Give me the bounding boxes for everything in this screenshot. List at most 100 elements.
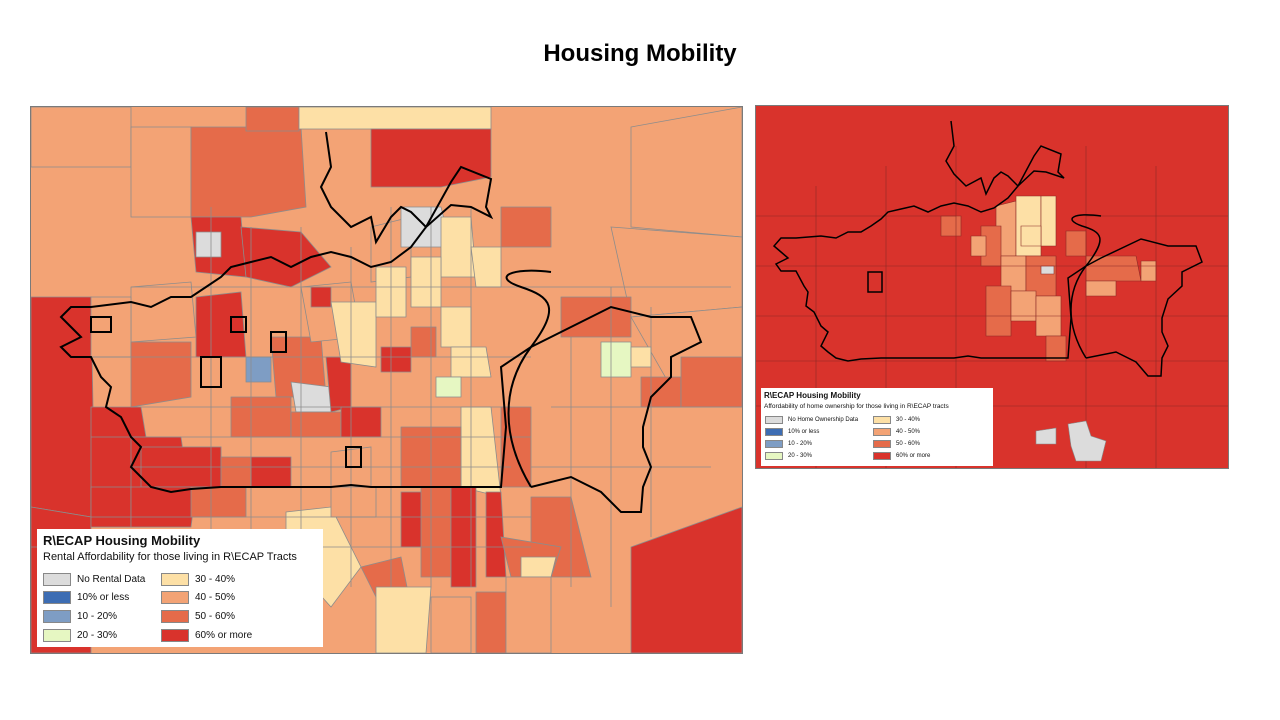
legend-label: 50 - 60% [896,441,921,447]
recap-boundary-north [59,131,703,513]
legend-swatch-50-60 [161,610,189,623]
tract [470,246,502,288]
tract [985,285,1012,337]
legend-swatch-10-20 [765,440,783,448]
tract [1140,260,1157,282]
tract [195,231,222,258]
tract [410,256,442,308]
tract [190,486,247,518]
tract [130,486,197,528]
recap-boundary-north [772,120,1203,377]
tract [1010,290,1037,322]
legend-swatch-60-more [873,452,891,460]
recap-subarea-1 [200,356,222,388]
tract [630,107,742,238]
tract [560,296,632,338]
tract [195,291,247,358]
tract [240,226,332,288]
recap-boundary [772,120,1203,377]
legend-swatch-40-50 [873,428,891,436]
recap-subarea [867,271,883,293]
legend-label: 30 - 40% [195,574,236,585]
legend-swatch-40-50 [161,591,189,604]
tract [190,126,307,218]
rental-legend-subtitle: Rental Affordability for those living in… [43,551,297,563]
ownership-legend: R\ECAP Housing Mobility Affordability of… [761,388,993,466]
tract [250,456,292,488]
legend-label: 20 - 30% [788,453,813,459]
tract [290,381,332,413]
tract [940,215,962,237]
ownership-legend-title: R\ECAP Housing Mobility [764,391,861,400]
tract [505,576,552,653]
tract [330,486,377,518]
tract [600,341,632,378]
recap-subarea-4 [345,446,362,468]
tract [370,128,492,188]
legend-label: 40 - 50% [896,429,921,435]
recap-subarea-5 [270,331,287,353]
legend-label: 10 - 20% [788,441,813,447]
tract [380,346,412,373]
tract [1065,230,1087,257]
tract [130,126,192,218]
tract [1085,255,1142,282]
tract [450,486,477,588]
rental-map-canvas [31,107,742,653]
legend-swatch-60-more [161,629,189,642]
legend-swatch-10-or-less [43,591,71,604]
tract [500,206,552,248]
tract [1040,195,1057,247]
tract [485,491,507,578]
tract [630,506,742,653]
legend-swatch-no-data [43,573,71,586]
slide-title: Housing Mobility [543,40,737,67]
legend-swatch-20-30 [43,629,71,642]
tract [680,356,742,408]
tract [460,406,502,498]
tract [245,356,272,383]
legend-label: No Rental Data [77,574,146,585]
tract [220,456,252,488]
tract [330,301,377,368]
legend-label: No Home Ownership Data [788,417,859,423]
legend-swatch-10-or-less [765,428,783,436]
legend-swatch-20-30 [765,452,783,460]
recap-boundary [59,131,703,513]
legend-label: 40 - 50% [195,592,236,603]
tract [290,411,342,438]
no-data-area [1035,427,1057,445]
legend-label: 10% or less [77,592,130,603]
tract [1025,255,1057,297]
legend-label: 10% or less [788,429,820,435]
legend-swatch-10-20 [43,610,71,623]
ownership-legend-subtitle: Affordability of home ownership for thos… [764,403,949,410]
tract [310,286,332,308]
recap-subarea-2 [230,316,247,333]
tract [970,235,987,257]
rental-tracts [31,107,742,653]
legend-label: 60% or more [896,453,931,459]
legend-label: 50 - 60% [195,611,236,622]
ownership-affordability-map: R\ECAP Housing Mobility Affordability of… [755,105,1229,469]
tract [410,326,437,358]
tract [1040,265,1055,275]
tract [520,556,557,578]
legend-swatch-no-data [765,416,783,424]
legend-label: 20 - 30% [77,630,118,641]
legend-label: 60% or more [195,630,253,641]
tract [435,376,462,398]
tract [440,306,472,348]
ownership-no-data-areas [1035,420,1107,462]
recap-river [1070,214,1102,359]
tract [430,596,472,653]
legend-swatch-30-40 [161,573,189,586]
tract [630,346,652,368]
tract [245,107,300,132]
tract [340,406,382,438]
legend-swatch-50-60 [873,440,891,448]
tract [130,341,192,408]
tract [130,281,197,343]
legend-swatch-30-40 [873,416,891,424]
tract [298,107,492,130]
